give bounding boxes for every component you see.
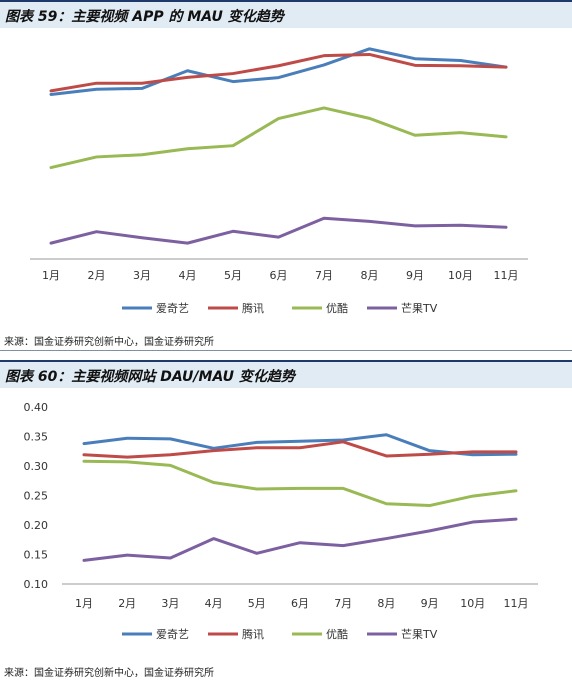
chart2-plot: 0.10 0.15 0.20 0.25 0.30 0.35 0.40 1月 2月 3月 4月 5月 6月… [24,401,538,641]
chart1-source: 来源：国金证券研究创新中心，国金证券研究所 [4,337,214,348]
chart2-title-bar: 图表 60：主要视频网站 DAU/MAU 变化趋势 [0,360,572,388]
chart2-y-tick: 0.10 [24,578,49,591]
chart1-series-line [49,106,508,170]
chart2-legend-label: 腾讯 [242,627,264,641]
chart2-x-tick: 5月 [248,597,266,610]
chart1-title-bar: 图表 59：主要视频 APP 的 MAU 变化趋势 [0,0,572,28]
chart2-series-line [82,459,518,508]
chart1-x-tick: 9月 [406,269,424,282]
chart1-x-tick: 10月 [448,269,473,282]
chart1-x-tick: 7月 [315,269,333,282]
chart2-x-tick: 9月 [421,597,439,610]
chart1-x-tick: 8月 [361,269,379,282]
chart1-legend-label: 优酷 [326,302,348,315]
chart1-x-tick: 4月 [179,269,197,282]
chart1-series-line [49,47,508,96]
chart2-series-line [82,517,518,562]
chart2-y-tick: 0.30 [24,460,49,473]
chart1-series-line [49,216,508,245]
chart1-x-tick: 3月 [133,269,151,282]
chart2-y-tick: 0.25 [24,490,49,503]
chart2-y-tick: 0.15 [24,549,49,562]
chart2-y-tick: 0.35 [24,431,49,444]
chart2-series-line [82,440,518,459]
chart2-x-tick: 1月 [75,597,93,610]
chart2-legend-label: 芒果TV [401,628,438,641]
chart2-x-tick: 4月 [205,597,223,610]
chart2-legend-label: 爱奇艺 [156,628,189,641]
chart2-legend-label: 优酷 [326,628,348,641]
chart2-source: 来源：国金证券研究创新中心，国金证券研究所 [4,668,214,679]
chart1-x-tick: 1月 [42,269,60,282]
chart2-x-tick: 8月 [377,597,395,610]
chart2-x-tick: 11月 [504,597,529,610]
chart2-y-tick: 0.20 [24,519,49,532]
chart1-legend-label: 爱奇艺 [156,302,189,315]
chart1-legend-label: 腾讯 [242,301,264,315]
chart1-x-tick: 6月 [270,269,288,282]
chart1-series-line [49,52,508,93]
chart1-x-tick: 2月 [88,269,106,282]
chart2-x-tick: 3月 [161,597,179,610]
chart2-x-tick: 2月 [118,597,136,610]
chart2-y-tick: 0.40 [24,401,49,414]
separator [0,350,572,351]
chart1-x-tick: 11月 [494,269,519,282]
chart1-x-tick: 5月 [224,269,242,282]
chart2-x-tick: 10月 [460,597,485,610]
chart1-legend-label: 芒果TV [401,302,438,315]
chart1-title: 图表 59：主要视频 APP 的 MAU 变化趋势 [5,9,284,25]
chart2-x-tick: 6月 [291,597,309,610]
chart2-title: 图表 60：主要视频网站 DAU/MAU 变化趋势 [5,369,295,385]
chart2-x-tick: 7月 [334,597,352,610]
